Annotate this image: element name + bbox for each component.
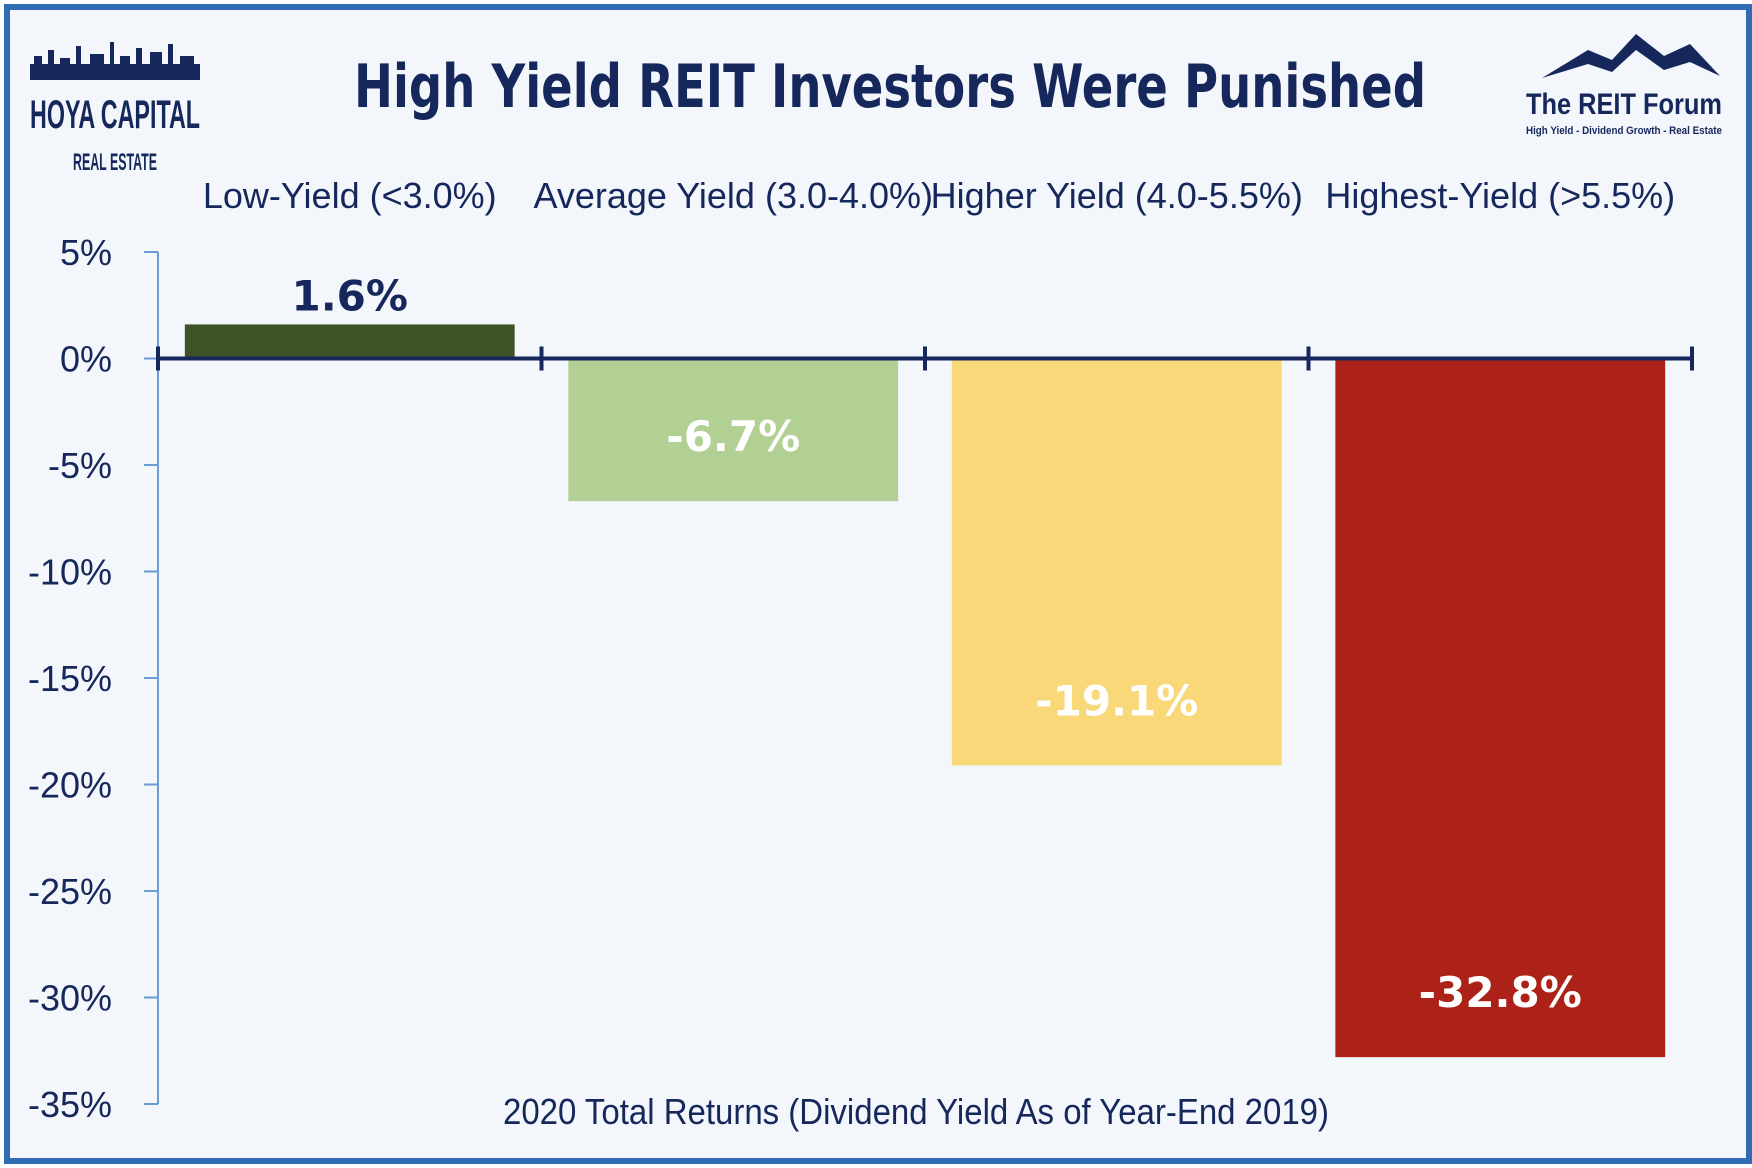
- logo-left-line2: REAL ESTATE: [73, 149, 157, 176]
- bar-3: [951, 358, 1282, 766]
- category-label: Higher Yield (4.0-5.5%): [931, 175, 1303, 216]
- logo-left-line1: HOYA CAPITAL: [30, 93, 200, 137]
- y-tick-label: -15%: [28, 658, 112, 699]
- data-label-1: 1.6%: [292, 271, 408, 320]
- y-tick-label: 5%: [60, 232, 112, 273]
- y-tick-label: -20%: [28, 765, 112, 806]
- mountain-icon: [1542, 34, 1720, 78]
- y-tick-label: -10%: [28, 552, 112, 593]
- data-label-2: -6.7%: [666, 412, 800, 461]
- chart-title: High Yield REIT Investors Were Punished: [354, 52, 1426, 122]
- category-label: Average Yield (3.0-4.0%): [533, 175, 933, 216]
- reit-forum-logo: The REIT Forum High Yield - Dividend Gro…: [1526, 34, 1722, 137]
- category-label: Low-Yield (<3.0%): [203, 175, 497, 216]
- y-tick-label: -5%: [48, 445, 112, 486]
- category-label: Highest-Yield (>5.5%): [1325, 175, 1675, 216]
- y-tick-label: -25%: [28, 871, 112, 912]
- bar-1: [184, 324, 515, 359]
- data-label-3: -19.1%: [1035, 676, 1198, 725]
- x-axis-label: 2020 Total Returns (Dividend Yield As of…: [503, 1091, 1329, 1132]
- bar-4: [1335, 358, 1666, 1058]
- hoya-capital-logo: HOYA CAPITAL REAL ESTATE: [30, 42, 200, 176]
- y-tick-label: -35%: [28, 1084, 112, 1125]
- bar-2: [568, 358, 899, 502]
- y-tick-label: -30%: [28, 978, 112, 1019]
- data-label-4: -32.8%: [1419, 968, 1582, 1017]
- logo-right-line2: High Yield - Dividend Growth - Real Esta…: [1526, 125, 1722, 137]
- logo-right-line1: The REIT Forum: [1526, 88, 1722, 121]
- y-tick-label: 0%: [60, 339, 112, 380]
